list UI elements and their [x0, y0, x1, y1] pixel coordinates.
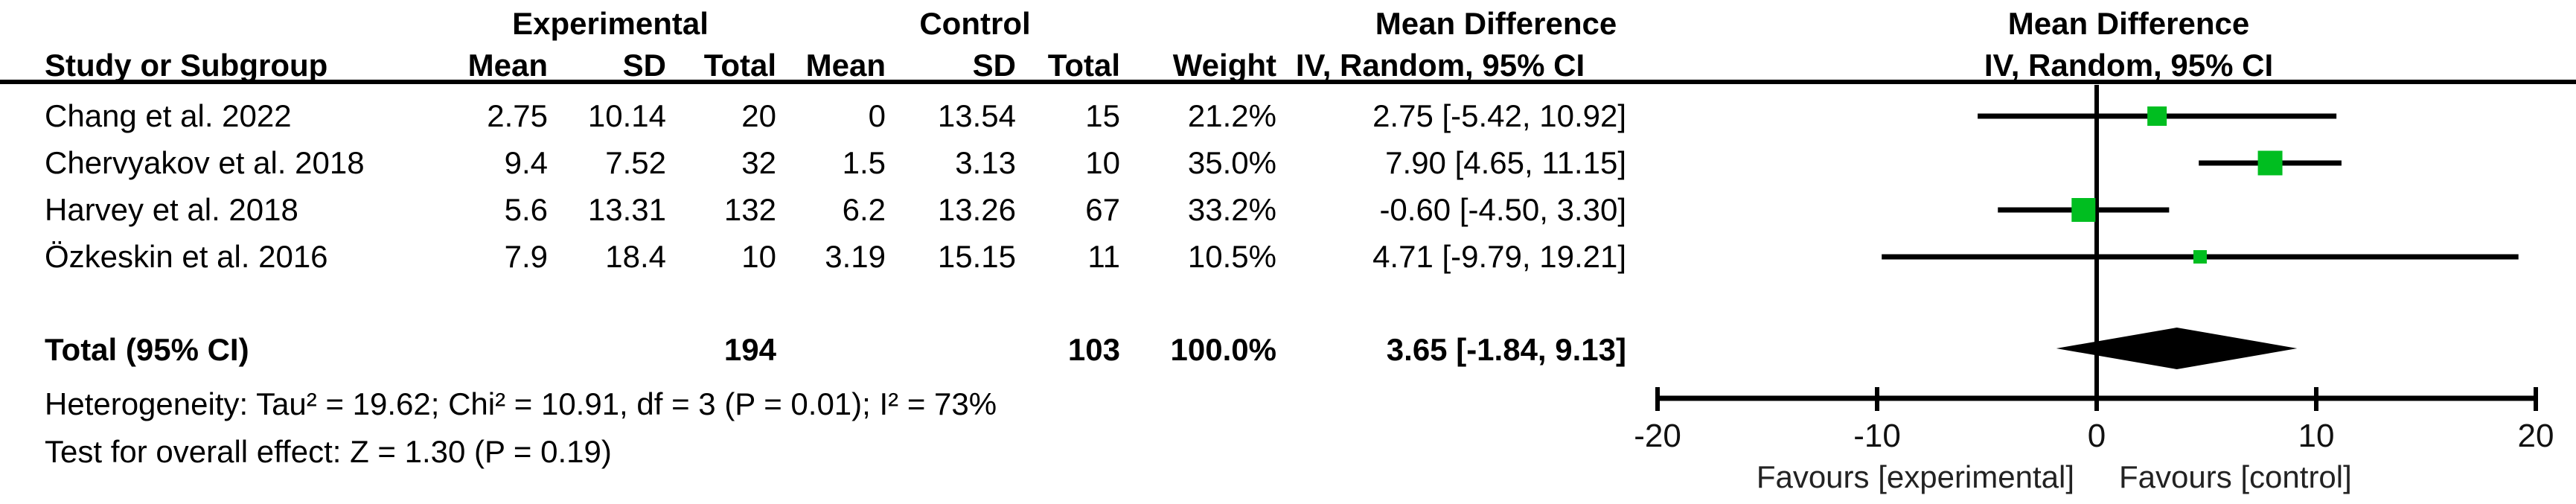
summary-diamond — [2056, 328, 2298, 369]
mean-exp: 7.9 — [504, 239, 548, 274]
mean-exp: 9.4 — [504, 145, 548, 180]
axis-tick-label: 0 — [2088, 418, 2106, 454]
sd-exp: 13.31 — [587, 192, 666, 227]
heterogeneity-text: Heterogeneity: Tau² = 19.62; Chi² = 10.9… — [45, 386, 997, 421]
ci-value: 4.71 [-9.79, 19.21] — [1372, 239, 1626, 274]
weight-value: 33.2% — [1187, 192, 1276, 227]
col-sd-ctl: SD — [972, 48, 1016, 83]
col-study: Study or Subgroup — [45, 48, 328, 83]
effect-marker — [2147, 106, 2167, 126]
ci-value: 7.90 [4.65, 11.15] — [1385, 145, 1626, 180]
mean-ctl: 6.2 — [842, 192, 886, 227]
favours-right-label: Favours [control] — [2119, 459, 2352, 494]
col-total-ctl: Total — [1047, 48, 1120, 83]
md-plot-header-line2: IV, Random, 95% CI — [1984, 48, 2274, 83]
effect-marker — [2257, 150, 2283, 176]
weight-value: 35.0% — [1187, 145, 1276, 180]
sd-exp: 18.4 — [605, 239, 666, 274]
sd-ctl: 15.15 — [937, 239, 1016, 274]
sd-exp: 7.52 — [605, 145, 666, 180]
effect-marker — [2071, 198, 2096, 222]
mean-exp: 5.6 — [504, 192, 548, 227]
axis-tick-label: -10 — [1853, 418, 1901, 454]
mean-ctl: 0 — [868, 98, 886, 133]
group-header-control: Control — [919, 6, 1031, 41]
study-name: Chang et al. 2022 — [45, 98, 292, 133]
total-label: Total (95% CI) — [45, 332, 249, 367]
total-ci-value: 3.65 [-1.84, 9.13] — [1386, 332, 1626, 367]
group-header-experimental: Experimental — [512, 6, 709, 41]
sd-ctl: 3.13 — [955, 145, 1016, 180]
sd-ctl: 13.54 — [937, 98, 1016, 133]
axis-tick-label: 10 — [2298, 418, 2335, 454]
col-mean-exp: Mean — [467, 48, 548, 83]
study-name: Özkeskin et al. 2016 — [45, 239, 328, 274]
total-exp: 32 — [741, 145, 776, 180]
col-mean-ctl: Mean — [805, 48, 886, 83]
ci-value: 2.75 [-5.42, 10.92] — [1372, 98, 1626, 133]
total-row: Total (95% CI) 194 103 100.0% 3.65 [-1.8… — [0, 326, 1712, 374]
study-row: Harvey et al. 2018 5.6 13.31 132 6.2 13.… — [0, 186, 1712, 234]
favours-left-label: Favours [experimental] — [1757, 459, 2074, 494]
column-header-row: Study or Subgroup Mean SD Total Mean SD … — [0, 42, 1712, 89]
axis-tick-label: 20 — [2518, 418, 2554, 454]
mean-ctl: 1.5 — [842, 145, 886, 180]
total-ctl-sum: 103 — [1067, 332, 1120, 367]
col-weight: Weight — [1172, 48, 1276, 83]
sd-exp: 10.14 — [587, 98, 666, 133]
total-ctl: 10 — [1085, 145, 1120, 180]
header-underline — [0, 80, 2576, 84]
total-ctl: 67 — [1085, 192, 1120, 227]
col-ci-text: IV, Random, 95% CI — [1295, 48, 1585, 83]
overall-effect-text: Test for overall effect: Z = 1.30 (P = 0… — [45, 434, 612, 469]
mean-exp: 2.75 — [487, 98, 548, 133]
col-total-exp: Total — [703, 48, 776, 83]
total-exp: 132 — [723, 192, 776, 227]
md-plot-header-line1: Mean Difference — [2007, 6, 2250, 41]
study-name: Harvey et al. 2018 — [45, 192, 298, 227]
total-ctl: 15 — [1085, 98, 1120, 133]
col-sd-exp: SD — [622, 48, 666, 83]
total-exp: 10 — [741, 239, 776, 274]
sd-ctl: 13.26 — [937, 192, 1016, 227]
total-weight: 100.0% — [1170, 332, 1276, 367]
weight-value: 21.2% — [1187, 98, 1276, 133]
study-name: Chervyakov et al. 2018 — [45, 145, 365, 180]
axis-tick-label: -20 — [1634, 418, 1681, 454]
study-row: Chang et al. 2022 2.75 10.14 20 0 13.54 … — [0, 92, 1712, 140]
total-ctl: 11 — [1087, 239, 1120, 274]
total-exp: 20 — [741, 98, 776, 133]
total-exp-sum: 194 — [723, 332, 776, 367]
md-text-header-line1: Mean Difference — [1375, 6, 1617, 41]
study-row: Özkeskin et al. 2016 7.9 18.4 10 3.19 15… — [0, 233, 1712, 281]
weight-value: 10.5% — [1187, 239, 1276, 274]
ci-value: -0.60 [-4.50, 3.30] — [1379, 192, 1626, 227]
effect-marker — [2193, 250, 2207, 264]
study-row: Chervyakov et al. 2018 9.4 7.52 32 1.5 3… — [0, 139, 1712, 187]
mean-ctl: 3.19 — [825, 239, 886, 274]
